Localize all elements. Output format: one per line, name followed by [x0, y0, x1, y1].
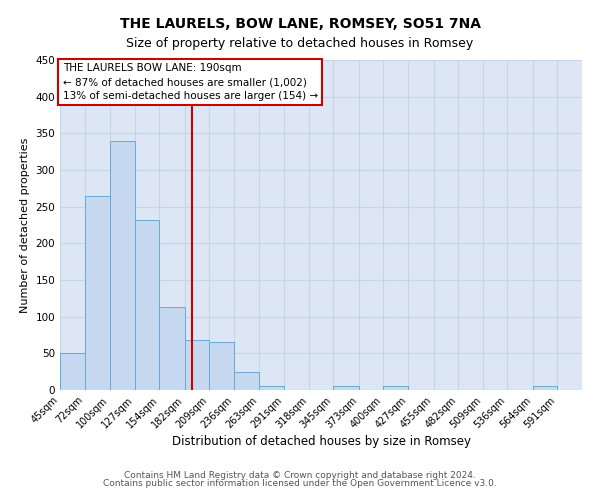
Text: Contains HM Land Registry data © Crown copyright and database right 2024.: Contains HM Land Registry data © Crown c…: [124, 471, 476, 480]
Text: THE LAURELS BOW LANE: 190sqm
← 87% of detached houses are smaller (1,002)
13% of: THE LAURELS BOW LANE: 190sqm ← 87% of de…: [62, 64, 318, 102]
Bar: [259, 386, 284, 390]
Bar: [159, 307, 185, 390]
Bar: [60, 354, 85, 390]
Bar: [135, 220, 159, 390]
Bar: [110, 140, 135, 390]
Text: Size of property relative to detached houses in Romsey: Size of property relative to detached ho…: [127, 38, 473, 51]
Bar: [533, 386, 557, 390]
Bar: [383, 386, 408, 390]
Bar: [85, 196, 110, 390]
Text: Contains public sector information licensed under the Open Government Licence v3: Contains public sector information licen…: [103, 478, 497, 488]
X-axis label: Distribution of detached houses by size in Romsey: Distribution of detached houses by size …: [172, 436, 470, 448]
Bar: [333, 386, 359, 390]
Bar: [234, 372, 259, 390]
Y-axis label: Number of detached properties: Number of detached properties: [20, 138, 30, 312]
Bar: [209, 342, 234, 390]
Bar: [185, 340, 209, 390]
Text: THE LAURELS, BOW LANE, ROMSEY, SO51 7NA: THE LAURELS, BOW LANE, ROMSEY, SO51 7NA: [119, 18, 481, 32]
